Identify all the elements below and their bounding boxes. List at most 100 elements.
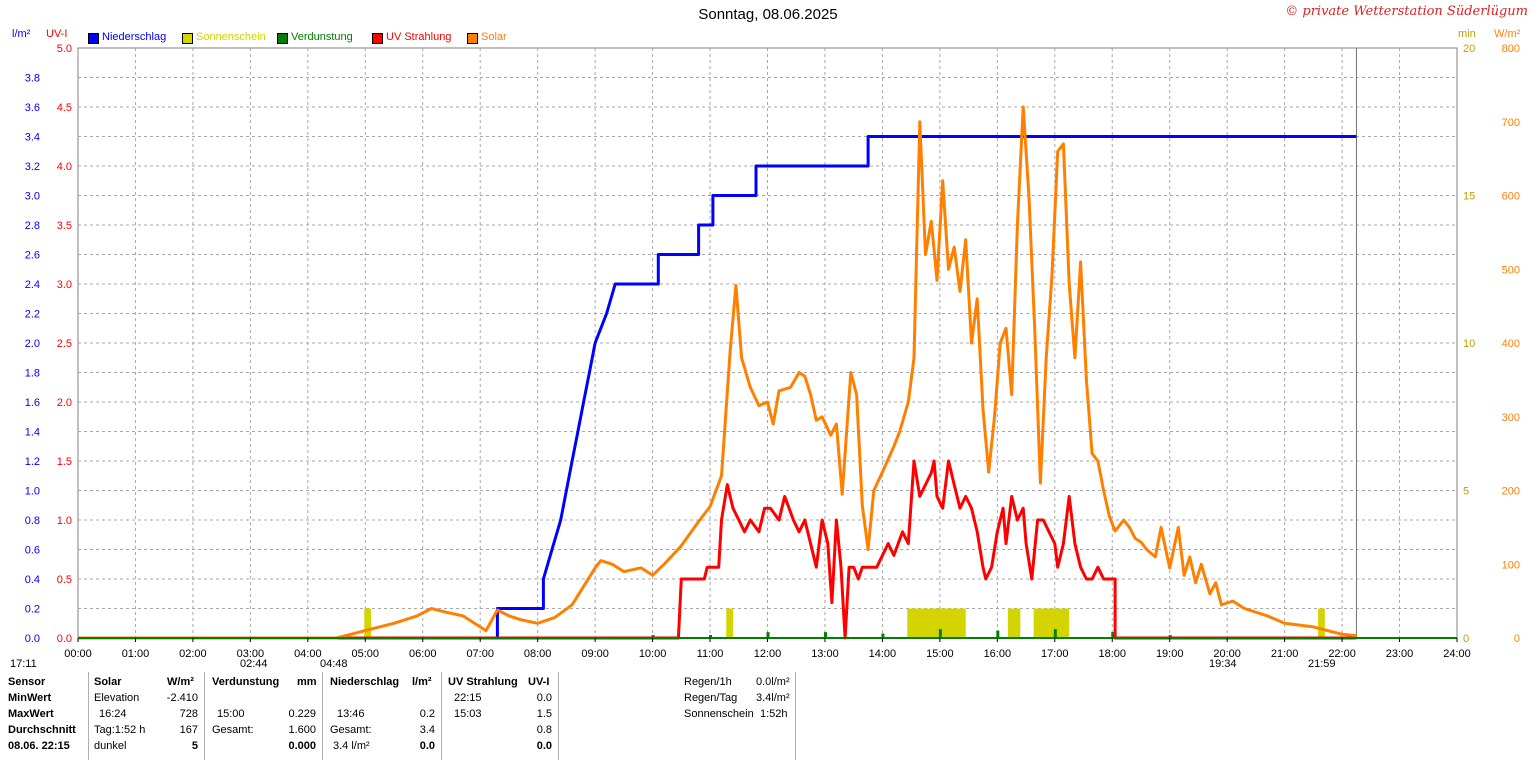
uv-tick-label: 1.5: [57, 456, 72, 468]
uv-cell: 22:15: [454, 692, 482, 704]
rain-tick-label: 3.2: [25, 161, 40, 173]
x-tick-label: 19:00: [1156, 648, 1184, 660]
uv-value: 0.8: [536, 724, 552, 736]
chart-title: Sonntag, 08.06.2025: [698, 6, 838, 23]
rain-tick-label: 2.6: [25, 250, 40, 262]
rain-tick-label: 3.6: [25, 102, 40, 114]
chart-bars: [364, 608, 1325, 638]
sunshine-axis-unit: min: [1458, 28, 1476, 40]
solar-cell: 16:24: [99, 708, 127, 720]
x-tick-label: 00:00: [64, 648, 92, 660]
series-line-solar: [78, 105, 1357, 640]
x-tick-label: 17:00: [1041, 648, 1069, 660]
legend-label: Verdunstung: [291, 31, 353, 43]
table-solar: Solar W/m² Elevation -2.410 16:24 728 Ta…: [89, 672, 205, 760]
rain-tick-label: 3.4: [25, 132, 40, 144]
table-evaporation: Verdunstung mm 15:00 0.229 Gesamt: 1.600…: [205, 672, 323, 760]
sunshine-bar: [1062, 608, 1070, 638]
uv-axis-unit: UV-I: [46, 28, 67, 40]
x-tick-label: 18:00: [1098, 648, 1126, 660]
solar-unit: W/m²: [167, 676, 194, 688]
sunshine-bar: [941, 608, 949, 638]
solar-value: 167: [179, 724, 198, 736]
rain-tick-label: 0.0: [25, 633, 40, 645]
marker-dawn: 17:11: [10, 658, 37, 670]
solar-cell: Tag:1:52 h: [94, 724, 146, 736]
series-line-uv-strahlung: [78, 459, 1357, 640]
evap-cell: 15:00: [217, 708, 245, 720]
evaporation-bar: [938, 629, 942, 638]
uv-tick-label: 2.0: [57, 397, 72, 409]
uv-tick-label: 4.0: [57, 161, 72, 173]
row-label: 08.06. 22:15: [8, 740, 70, 752]
sunshine-tick-label: 5: [1463, 486, 1469, 498]
x-tick-label: 22:00: [1328, 648, 1356, 660]
evap-value: 0.229: [288, 708, 316, 720]
evaporation-bar: [881, 633, 885, 638]
evaporation-bar: [996, 630, 1000, 638]
table-summary: Regen/1h 0.0l/m² Regen/Tag 3.4l/m² Sonne…: [559, 672, 796, 760]
marker-sunset: 19:34: [1209, 658, 1237, 670]
x-tick-label: 01:00: [122, 648, 150, 660]
sunshine-bar: [930, 608, 938, 638]
chart-grid: [77, 47, 1458, 639]
evap-value: 0.000: [288, 740, 316, 752]
summary-value: 3.4l/m²: [756, 692, 790, 704]
sunshine-bar: [1033, 608, 1041, 638]
legend-swatch: [182, 33, 193, 44]
sensor-header: Sensor: [8, 676, 46, 688]
rain-tick-label: 0.6: [25, 545, 40, 557]
row-label: MinWert: [8, 692, 52, 704]
x-tick-label: 04:00: [294, 648, 322, 660]
solar-header: Solar: [94, 676, 122, 688]
rain-header: Niederschlag: [330, 676, 400, 688]
uv-tick-label: 2.5: [57, 338, 72, 350]
sunshine-bar: [1039, 608, 1047, 638]
x-tick-label: 14:00: [869, 648, 897, 660]
solar-axis-unit: W/m²: [1494, 28, 1521, 40]
evaporation-bar: [709, 635, 713, 638]
marker-sunrise: 02:44: [240, 658, 268, 670]
x-tick-label: 10:00: [639, 648, 667, 660]
marker-dusk: 21:59: [1308, 658, 1336, 670]
weather-chart: 00:00 01:00 02:00 03:00 04:00 05:00 06:00 07:00…: [12, 28, 1521, 660]
rain-tick-label: 1.0: [25, 486, 40, 498]
sunshine-bar: [1056, 608, 1064, 638]
solar-tick-label: 800: [1502, 43, 1520, 55]
sunshine-bar: [1013, 608, 1021, 638]
rain-tick-label: 3.0: [25, 191, 40, 203]
solar-tick-label: 700: [1502, 117, 1520, 129]
rain-value: 0.2: [419, 708, 435, 720]
rain-tick-label: 0.4: [25, 574, 40, 586]
x-tick-label: 13:00: [811, 648, 839, 660]
uv-value: 0.0: [536, 740, 552, 752]
table-rain: Niederschlag l/m² 13:46 0.2 Gesamt: 3.4 …: [323, 672, 442, 760]
uv-value: 1.5: [536, 708, 552, 720]
summary-label: Regen/1h: [684, 676, 732, 688]
solar-tick-label: 600: [1502, 191, 1520, 203]
solar-tick-label: 300: [1502, 412, 1520, 424]
marker-sunrise-2: 04:48: [320, 658, 348, 670]
solar-tick-label: 400: [1502, 338, 1520, 350]
rain-tick-label: 1.8: [25, 368, 40, 380]
evaporation-bar: [1053, 629, 1057, 638]
uv-unit: UV-I: [528, 676, 550, 688]
x-tick-label: 15:00: [926, 648, 954, 660]
rain-tick-label: 2.8: [25, 220, 40, 232]
rain-tick-label: 0.2: [25, 604, 40, 616]
sunshine-bar: [1050, 608, 1058, 638]
rain-value: 0.0: [419, 740, 435, 752]
sunshine-bar: [958, 608, 966, 638]
uv-tick-label: 5.0: [57, 43, 72, 55]
chart-axes: 00:00 01:00 02:00 03:00 04:00 05:00 06:00 07:00…: [12, 28, 1521, 660]
uv-cell: 15:03: [454, 708, 482, 720]
solar-cell: Elevation: [94, 692, 140, 704]
uv-tick-label: 0.5: [57, 574, 72, 586]
sunshine-bar: [1318, 608, 1325, 638]
sunshine-bar: [907, 608, 915, 638]
rain-cell: 13:46: [337, 708, 365, 720]
rain-value: 3.4: [419, 724, 435, 736]
rain-tick-label: 2.4: [25, 279, 40, 291]
sunshine-tick-label: 20: [1463, 43, 1475, 55]
x-tick-label: 11:00: [697, 648, 724, 660]
